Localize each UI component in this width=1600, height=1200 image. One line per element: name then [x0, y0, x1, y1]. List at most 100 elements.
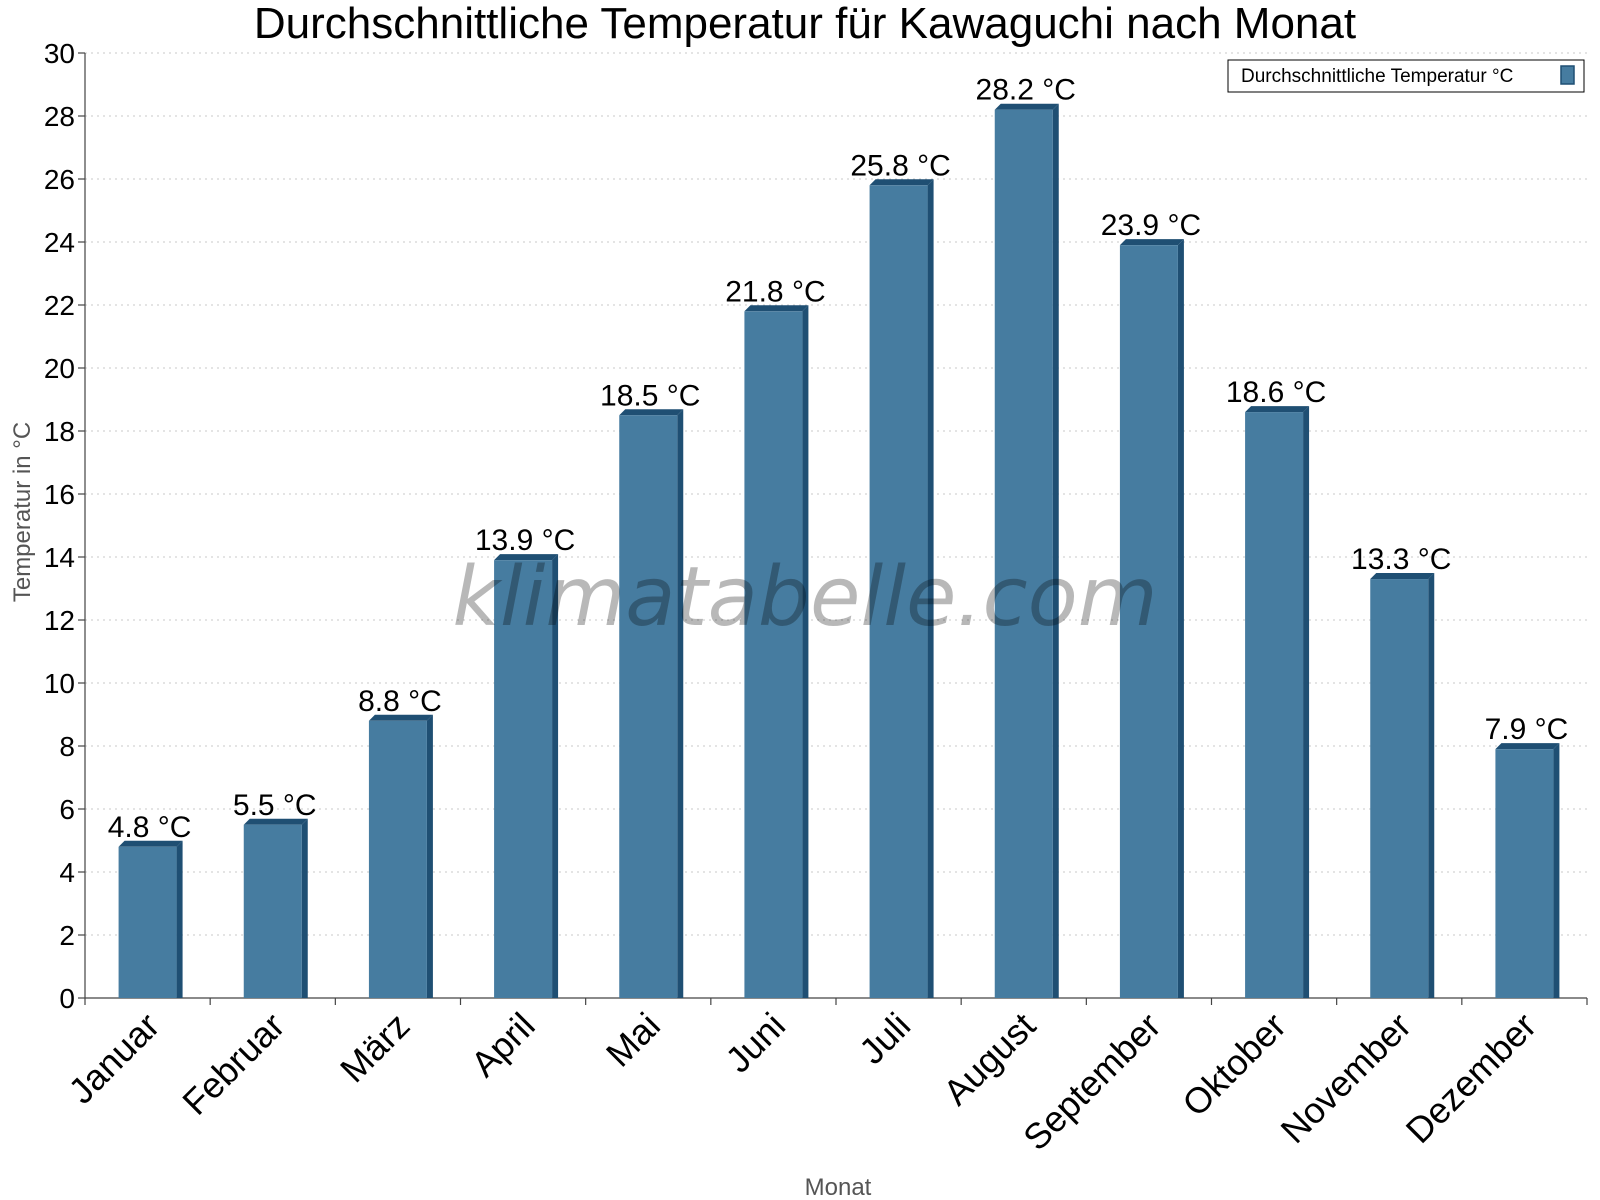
x-tick-label: Juli	[851, 1005, 918, 1072]
bar-value-label: 23.9 °C	[1101, 209, 1201, 242]
bar-top	[243, 818, 308, 825]
y-tick-label: 0	[59, 983, 75, 1014]
legend: Durchschnittliche Temperatur °C	[1227, 59, 1585, 93]
x-tick-label: Juni	[717, 1005, 793, 1081]
x-tick-label: Mai	[598, 1005, 668, 1075]
bar-side	[176, 840, 183, 998]
bar-value-labels: 4.8 °C 5.5 °C 8.8 °C 13.9 °C 18.5 °C 21.8 °C 2…	[108, 74, 1569, 844]
bar-januar	[118, 840, 183, 998]
y-tick-label: 8	[59, 731, 75, 762]
y-tick-label: 26	[44, 164, 75, 195]
grid-lines	[85, 52, 1587, 936]
bar-mai	[619, 409, 684, 998]
bar-value-label: 7.9 °C	[1485, 713, 1569, 746]
bar-front	[1119, 245, 1178, 998]
bar-top	[118, 840, 183, 847]
bar-side	[552, 554, 559, 998]
bar-top	[1370, 573, 1435, 580]
bars	[118, 103, 1560, 999]
y-tick-label: 28	[44, 101, 75, 132]
bar-märz	[368, 714, 433, 998]
bar-august	[994, 103, 1059, 998]
bar-november	[1370, 573, 1435, 998]
y-tick-label: 18	[44, 416, 75, 447]
bar-front	[619, 415, 678, 998]
bar-front	[1245, 412, 1304, 999]
bar-value-label: 25.8 °C	[850, 149, 950, 182]
x-axis-label: Monat	[805, 1174, 872, 1200]
bar-value-label: 28.2 °C	[976, 74, 1076, 107]
bar-front	[744, 311, 803, 998]
x-tick-label: April	[463, 1005, 543, 1085]
bar-value-label: 5.5 °C	[233, 789, 317, 822]
watermark: klimatabelle.com	[452, 550, 1157, 645]
bar-side	[426, 714, 433, 998]
bar-side	[1428, 573, 1435, 998]
y-tick-label: 12	[44, 605, 75, 636]
x-tick-label: Oktober	[1174, 1005, 1294, 1125]
bar-value-label: 18.6 °C	[1226, 376, 1326, 409]
bar-top	[619, 409, 684, 416]
bar-value-label: 13.9 °C	[475, 524, 575, 557]
x-tick-label: Januar	[60, 1005, 167, 1112]
bar-value-label: 21.8 °C	[725, 275, 825, 308]
bar-september	[1119, 239, 1184, 998]
bar-value-label: 4.8 °C	[108, 811, 192, 844]
y-tick-label: 4	[59, 857, 75, 888]
y-tick-label: 16	[44, 479, 75, 510]
x-tick-label: März	[332, 1005, 418, 1091]
bar-oktober	[1245, 406, 1310, 999]
bar-front	[118, 846, 177, 998]
bar-value-label: 18.5 °C	[600, 379, 700, 412]
axes	[78, 52, 1588, 1005]
bar-front	[1370, 579, 1429, 998]
bar-front	[869, 185, 928, 999]
bar-side	[1177, 239, 1184, 998]
y-axis-label: Temperatur in °C	[9, 422, 36, 602]
y-tick-label: 30	[44, 38, 75, 69]
legend-swatch	[1560, 65, 1575, 85]
y-tick-label: 24	[44, 227, 75, 258]
bar-front	[1495, 749, 1554, 998]
x-tick-label: Februar	[174, 1005, 292, 1123]
bar-top	[744, 305, 809, 312]
bar-februar	[243, 818, 308, 998]
bar-top	[869, 179, 934, 186]
bar-juli	[869, 179, 934, 999]
bar-juni	[744, 305, 809, 998]
bar-top	[368, 714, 433, 721]
bar-side	[1553, 743, 1560, 998]
y-tick-label: 22	[44, 290, 75, 321]
y-tick-label: 2	[59, 920, 75, 951]
bar-value-label: 13.3 °C	[1351, 543, 1451, 576]
legend-box	[1227, 59, 1585, 93]
bar-front	[494, 560, 553, 998]
x-tick-label: November	[1272, 1005, 1418, 1151]
bar-front	[368, 720, 427, 998]
legend-entry-label: Durchschnittliche Temperatur °C	[1241, 66, 1513, 87]
y-tick-label: 6	[59, 794, 75, 825]
bar-front	[994, 109, 1053, 998]
x-tick-label: August	[935, 1005, 1043, 1113]
y-tick-label: 20	[44, 353, 75, 384]
bar-top	[494, 554, 559, 561]
bar-side	[927, 179, 934, 999]
x-tick-labels: Januar Februar März April Mai Juni Juli AugustS…	[60, 1005, 1544, 1159]
bar-top	[1495, 743, 1560, 750]
x-tick-label: Dezember	[1398, 1005, 1544, 1151]
bar-dezember	[1495, 743, 1560, 998]
bar-value-label: 8.8 °C	[358, 685, 442, 718]
bar-side	[1052, 103, 1059, 998]
bar-side	[802, 305, 809, 998]
bar-top	[1245, 406, 1310, 413]
chart-title: Durchschnittliche Temperatur für Kawaguc…	[254, 0, 1356, 48]
bar-top	[1119, 239, 1184, 246]
bar-top	[994, 103, 1059, 110]
bar-april	[494, 554, 559, 998]
bar-side	[677, 409, 684, 998]
bar-side	[1303, 406, 1310, 999]
bar-front	[243, 824, 302, 998]
y-tick-label: 10	[44, 668, 75, 699]
